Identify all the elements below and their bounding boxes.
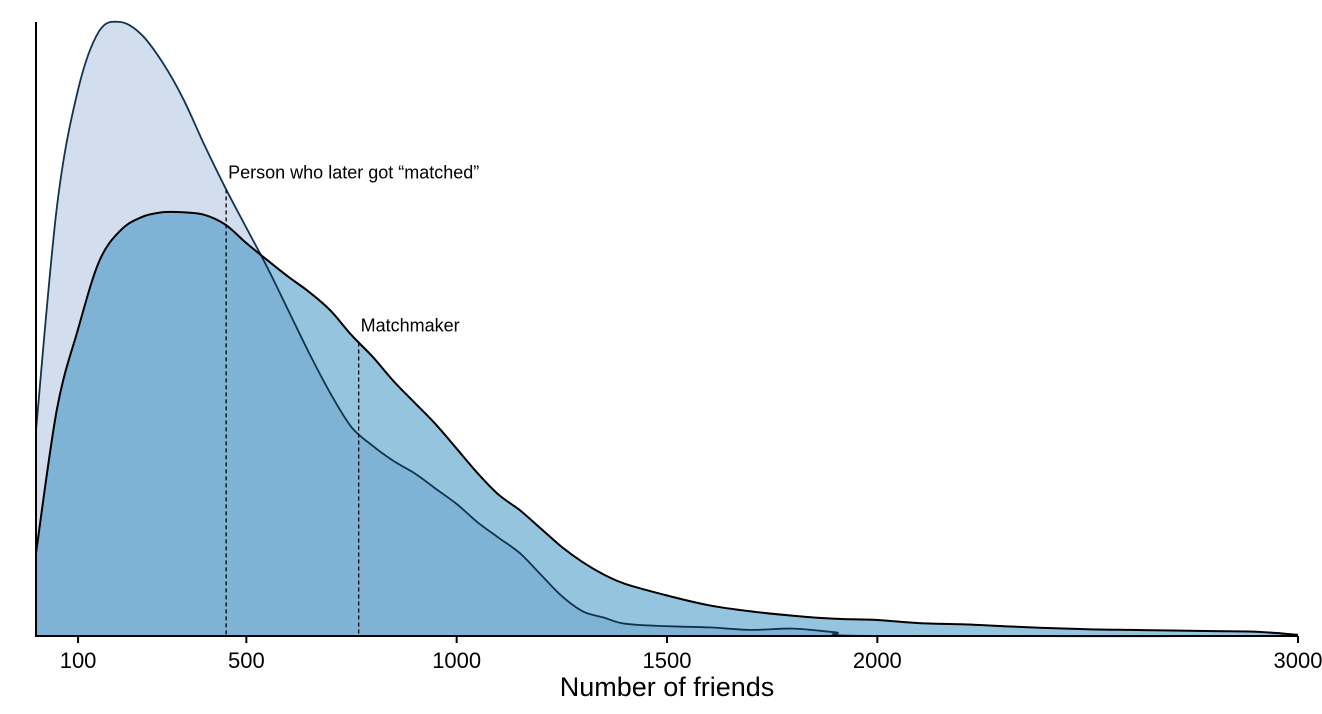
- x-tick-label-0: 100: [60, 648, 97, 673]
- annotation-label-0: Person who later got “matched”: [228, 162, 479, 182]
- x-ticks: 100 500 1000 1500 2000 3000: [60, 636, 1322, 673]
- x-tick-label-5: 3000: [1274, 648, 1322, 673]
- annotations: Person who later got “matched” Matchmaker: [225, 162, 479, 636]
- x-tick-label-1: 500: [228, 648, 265, 673]
- x-tick-label-3: 1500: [643, 648, 692, 673]
- x-axis-title: Number of friends: [560, 672, 775, 702]
- x-tick-label-2: 1000: [432, 648, 481, 673]
- series-back-line: [35, 20, 1299, 638]
- annotation-label-1: Matchmaker: [361, 315, 460, 335]
- series-overlap-area: [36, 211, 1298, 636]
- series-front-line: [35, 210, 1299, 636]
- x-tick-label-4: 2000: [853, 648, 902, 673]
